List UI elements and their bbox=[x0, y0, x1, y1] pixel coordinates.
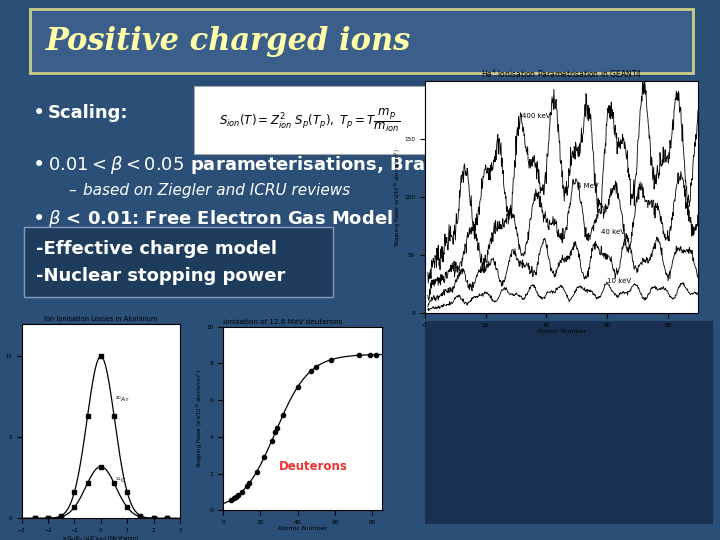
Y-axis label: Stopping Power (eV/10$^{15}$ atoms/cm$^2$): Stopping Power (eV/10$^{15}$ atoms/cm$^2… bbox=[392, 147, 402, 247]
Text: 4 MeV: 4 MeV bbox=[577, 183, 598, 189]
X-axis label: $x/R_p(E_p,(d/E)_{mm})$ [MeV/amm]: $x/R_p(E_p,(d/E)_{mm})$ [MeV/amm] bbox=[62, 535, 140, 540]
Text: 40 keV: 40 keV bbox=[601, 230, 625, 235]
Y-axis label: dE/dx [MeV/(g/cm$^2$)]: dE/dx [MeV/(g/cm$^2$)] bbox=[0, 394, 4, 449]
Text: $\beta$ < 0.01: Free Electron Gas Model: $\beta$ < 0.01: Free Electron Gas Model bbox=[48, 208, 393, 230]
Text: Positive charged ions: Positive charged ions bbox=[46, 25, 411, 57]
X-axis label: Atomic Number: Atomic Number bbox=[537, 329, 586, 334]
Bar bbox=[425, 321, 713, 524]
FancyBboxPatch shape bbox=[194, 86, 425, 154]
Text: Deuterons: Deuterons bbox=[279, 460, 348, 473]
Text: –: – bbox=[68, 183, 76, 198]
Text: $^{40}$Ar: $^{40}$Ar bbox=[115, 395, 130, 404]
FancyBboxPatch shape bbox=[30, 9, 693, 73]
Text: -Nuclear stopping power: -Nuclear stopping power bbox=[36, 267, 285, 285]
Text: •: • bbox=[32, 208, 45, 229]
Title: Ion Ionisation Losses in Aluminum: Ion Ionisation Losses in Aluminum bbox=[44, 316, 158, 322]
Text: Scaling:: Scaling: bbox=[48, 104, 129, 123]
Text: •: • bbox=[32, 103, 45, 124]
Text: 400 keV: 400 keV bbox=[522, 113, 551, 119]
Y-axis label: Stopping Power (eV/10$^{15}$ atoms/cm$^2$): Stopping Power (eV/10$^{15}$ atoms/cm$^2… bbox=[194, 369, 204, 468]
FancyBboxPatch shape bbox=[24, 227, 333, 297]
Text: $0.01 < \beta < 0.05$ parameterisations, Bragg peak: $0.01 < \beta < 0.05$ parameterisations,… bbox=[48, 154, 508, 176]
Text: -Effective charge model: -Effective charge model bbox=[36, 240, 277, 258]
Text: •: • bbox=[32, 154, 45, 175]
Text: Ionisation of 12.6 MeV deuterons: Ionisation of 12.6 MeV deuterons bbox=[223, 319, 343, 325]
Text: 10 keV: 10 keV bbox=[607, 278, 631, 284]
X-axis label: Atomic Number: Atomic Number bbox=[278, 526, 327, 531]
Title: He$^4$ Ionisation Parametrisation in GEANT4: He$^4$ Ionisation Parametrisation in GEA… bbox=[481, 68, 642, 80]
Text: based on Ziegler and ICRU reviews: based on Ziegler and ICRU reviews bbox=[83, 183, 350, 198]
Text: $^{12}$C: $^{12}$C bbox=[115, 476, 127, 485]
Text: $S_{ion}(T) = Z^2_{ion}\ S_p(T_p),\ T_p = T\dfrac{m_p}{m_{ion}}$: $S_{ion}(T) = Z^2_{ion}\ S_p(T_p),\ T_p … bbox=[219, 106, 400, 134]
